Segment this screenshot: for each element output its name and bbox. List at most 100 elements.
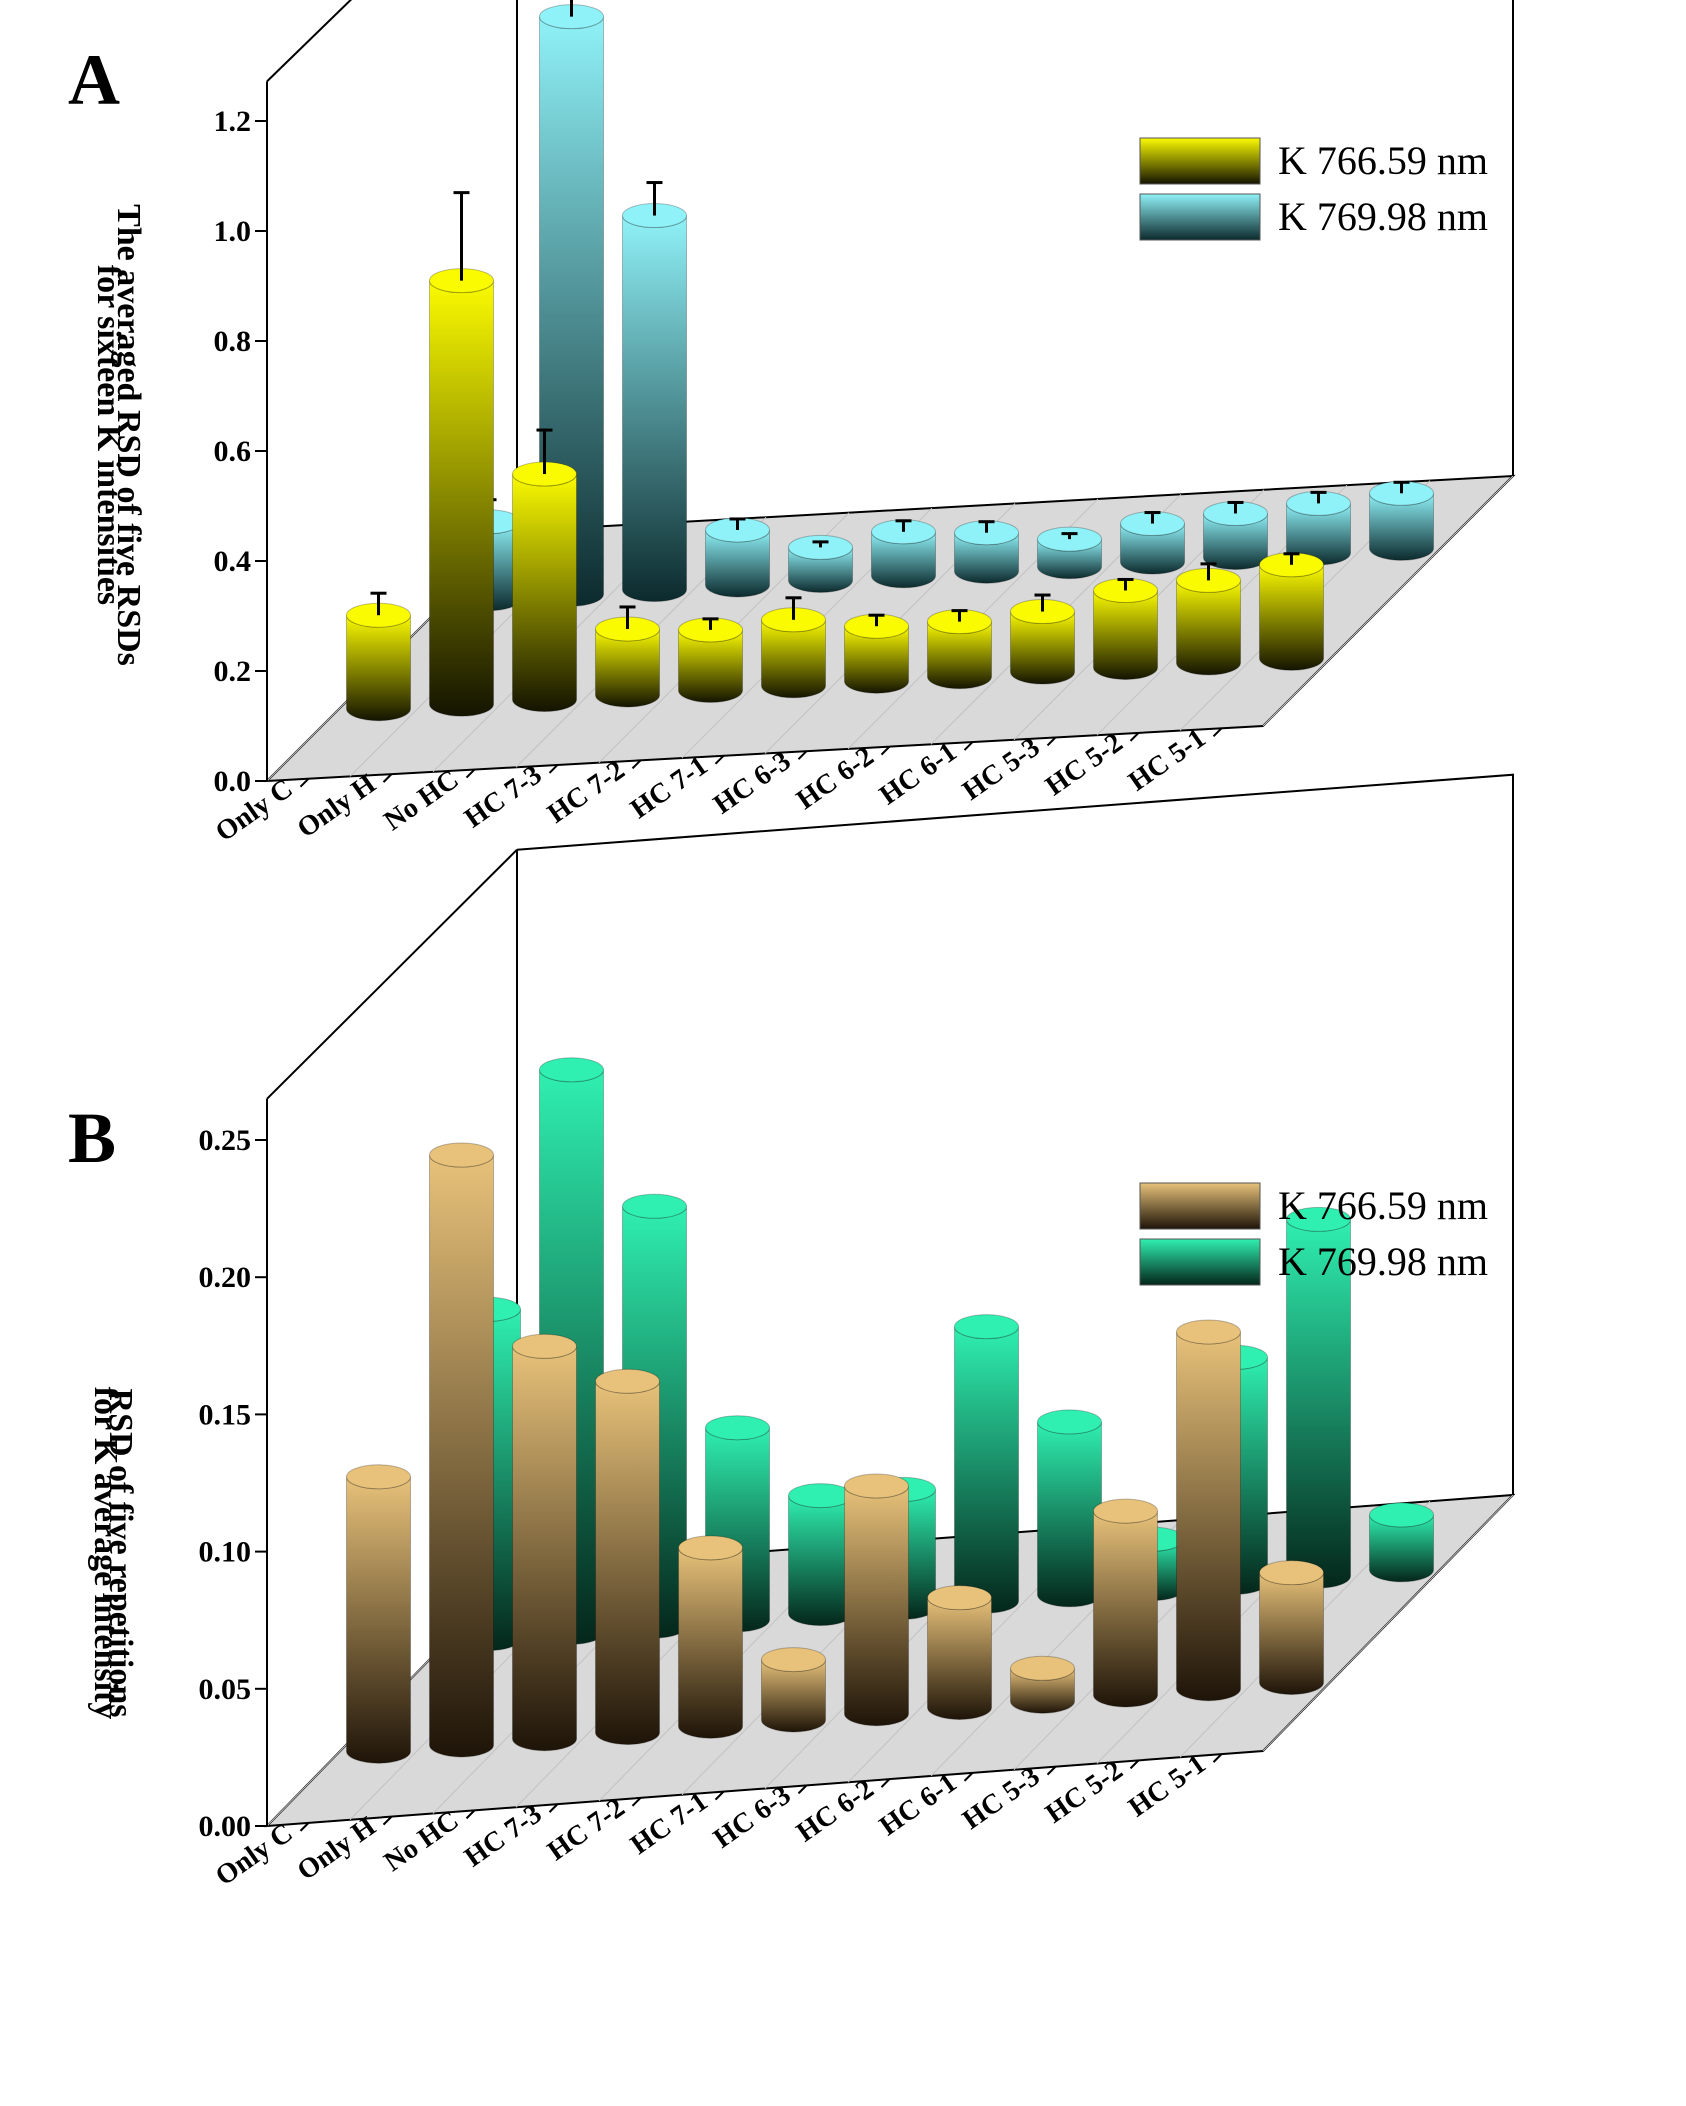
- bar-top: [346, 1464, 411, 1490]
- bar-top: [512, 1333, 577, 1359]
- bar-top: [595, 1368, 660, 1394]
- x-tick: [631, 1797, 642, 1807]
- bar-top: [678, 1535, 743, 1561]
- x-tick: [548, 764, 559, 774]
- bar-k766-hc-5-1: [1259, 1560, 1324, 1695]
- y-tick-label: 1.0: [214, 215, 252, 248]
- bar-top: [1286, 1206, 1351, 1232]
- bar-k766-only-c: [346, 1464, 411, 1764]
- back-wall-edge: [1512, 0, 1514, 476]
- panel-label: B: [68, 1098, 116, 1178]
- bar-body: [1093, 1511, 1158, 1708]
- floor-grid-line: [1262, 1494, 1514, 1752]
- bar-body: [622, 215, 687, 603]
- bar-k766-hc-6-2: [927, 1585, 992, 1720]
- bar-body: [927, 1597, 992, 1720]
- bar-body: [346, 1476, 411, 1764]
- bar-body: [1037, 1421, 1102, 1608]
- bar-top: [954, 1314, 1019, 1340]
- y-axis-title-line2: for sixteen K intensities: [90, 265, 127, 605]
- bar-k766-hc-6-3: [844, 1473, 909, 1727]
- x-tick: [1212, 1753, 1223, 1763]
- x-tick: [548, 1803, 559, 1813]
- x-tick: [631, 759, 642, 770]
- legend-label: K 769.98 nm: [1278, 1239, 1488, 1284]
- bar-body: [954, 1326, 1019, 1614]
- bar-k769-hc-7-2: [788, 1483, 853, 1627]
- bar-top: [1037, 1409, 1102, 1435]
- y-tick-label: 0.4: [214, 545, 252, 578]
- legend-label: K 769.98 nm: [1278, 194, 1488, 239]
- y-tick-label: 0.0: [214, 765, 252, 798]
- bar-k769-hc-5-1: [1369, 1502, 1434, 1583]
- y-tick-label: 0.05: [199, 1673, 252, 1706]
- bar-top: [1259, 1560, 1324, 1586]
- bar-top: [622, 1193, 687, 1219]
- y-tick-label: 0.8: [214, 325, 252, 358]
- y-tick-label: 0.2: [214, 655, 252, 688]
- x-tick: [880, 1778, 891, 1788]
- bar-k769-hc-7-1: [871, 519, 936, 589]
- bar-k769-hc-7-2: [788, 534, 853, 593]
- bar-k766-hc-5-3: [1093, 1498, 1158, 1708]
- bar-k766-only-h: [429, 191, 494, 717]
- bar-top: [539, 1057, 604, 1083]
- legend-swatch: [1139, 137, 1261, 185]
- x-tick: [797, 1784, 808, 1795]
- bar-k769-hc-5-1: [1369, 480, 1434, 561]
- bar-k766-no-hc: [512, 428, 577, 713]
- bar-k769-hc-6-2: [1037, 526, 1102, 580]
- legend-label: K 766.59 nm: [1278, 138, 1488, 183]
- y-tick-label: 0.6: [214, 435, 252, 468]
- y-axis-title-line1: RSD of five repetitions: [102, 1389, 139, 1718]
- bar-k766-hc-7-2: [678, 617, 743, 703]
- bar-body: [1259, 564, 1324, 671]
- legend-swatch: [1139, 1238, 1261, 1286]
- bar-k766-only-c: [346, 591, 411, 722]
- bar-k766-hc-7-1: [761, 596, 826, 699]
- y-axis-title-line2: for K average intensity: [87, 1387, 124, 1720]
- bar-k769-no-hc: [622, 181, 687, 603]
- x-tick: [714, 755, 725, 765]
- bar-k769-hc-6-1: [1120, 511, 1185, 575]
- y-tick-label: 0.15: [199, 1398, 252, 1431]
- left-wall-top-edge: [266, 848, 518, 1100]
- x-tick: [1129, 732, 1140, 742]
- legend-swatch: [1139, 193, 1261, 241]
- bar-body: [1176, 580, 1241, 676]
- bar-k766-hc-5-1: [1259, 552, 1324, 671]
- floor-grid-line: [1262, 475, 1514, 727]
- x-tick: [1212, 727, 1223, 737]
- bar-k769-hc-7-3: [705, 517, 770, 598]
- x-tick: [880, 745, 891, 756]
- bar-k766-hc-7-1: [761, 1647, 826, 1733]
- bar-k769-hc-6-3: [954, 1314, 1019, 1614]
- panel-label: A: [68, 40, 120, 120]
- x-tick: [465, 1809, 476, 1820]
- bar-top: [705, 1415, 770, 1441]
- legend-swatch: [1139, 1182, 1261, 1230]
- bar-k766-hc-6-2: [927, 609, 992, 690]
- bar-body: [1176, 1331, 1241, 1702]
- bar-k766-hc-6-1: [1010, 593, 1075, 685]
- x-tick: [714, 1790, 725, 1801]
- bar-k766-hc-7-3: [595, 1368, 660, 1745]
- y-tick-label: 0.25: [199, 1124, 252, 1157]
- x-tick: [1046, 1765, 1057, 1776]
- y-tick-label: 0.20: [199, 1261, 252, 1294]
- bar-top: [761, 1647, 826, 1673]
- x-tick: [1129, 1759, 1140, 1770]
- x-tick: [382, 1815, 393, 1826]
- bar-k766-hc-5-2: [1176, 562, 1241, 676]
- back-wall-edge: [516, 773, 1514, 1495]
- bar-top: [1176, 1319, 1241, 1345]
- y-tick-label: 1.2: [214, 105, 252, 138]
- bar-top: [1010, 1655, 1075, 1681]
- bar-body: [429, 280, 494, 717]
- bar-top: [1369, 1502, 1434, 1528]
- x-tick: [299, 1822, 310, 1832]
- bar-body: [595, 1381, 660, 1745]
